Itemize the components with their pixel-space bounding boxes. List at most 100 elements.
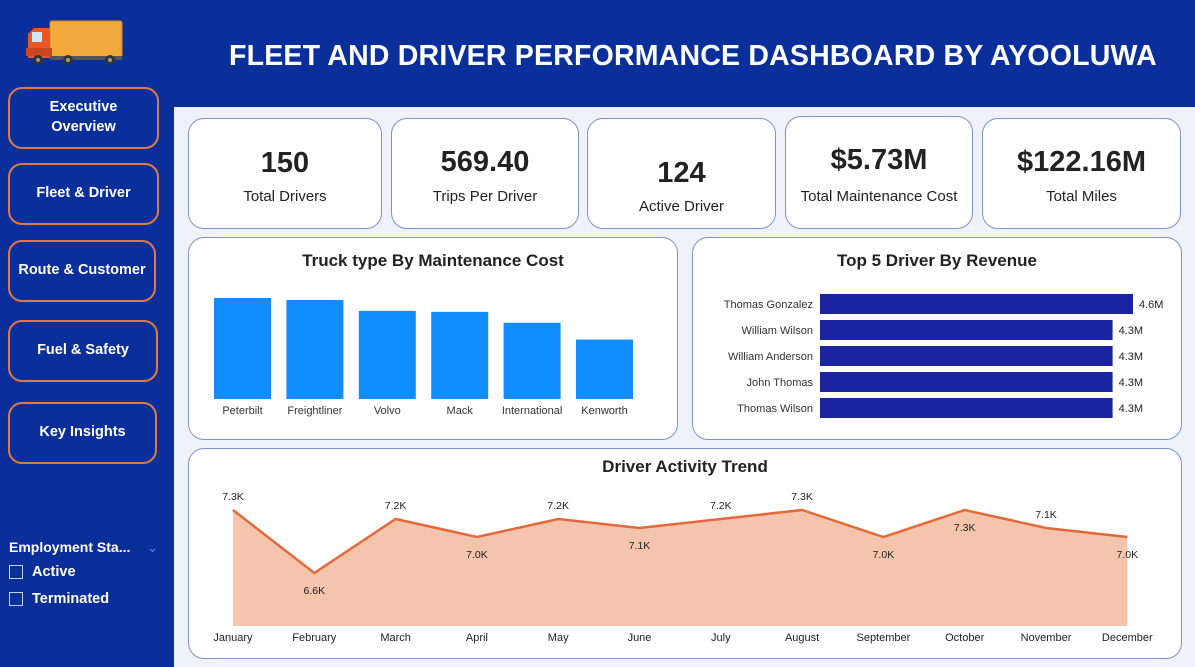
bar bbox=[820, 398, 1113, 418]
top-drivers-bar-chart: Thomas Gonzalez 4.6M William Wilson 4.3M Wil… bbox=[724, 294, 1163, 418]
kpi-label: Total Miles bbox=[1046, 188, 1117, 205]
y-tick-label: Thomas Gonzalez bbox=[724, 299, 813, 311]
bar bbox=[214, 298, 271, 399]
nav-executive-overview-button[interactable]: Executive Overview bbox=[8, 87, 159, 149]
kpi-card-total-drivers: 150 Total Drivers bbox=[188, 118, 382, 229]
nav-route-customer-button[interactable]: Route & Customer bbox=[8, 240, 156, 302]
data-label: 7.3K bbox=[222, 491, 244, 503]
data-label: 7.0K bbox=[1116, 549, 1138, 561]
data-label: 7.2K bbox=[385, 500, 407, 512]
data-label: 4.3M bbox=[1119, 377, 1143, 389]
kpi-card-total-maintenance-cost: $5.73M Total Maintenance Cost bbox=[785, 116, 973, 229]
area-fill bbox=[233, 510, 1128, 626]
checkbox-icon[interactable] bbox=[9, 592, 23, 606]
data-label: 7.0K bbox=[466, 549, 488, 561]
x-tick-label: January bbox=[213, 632, 253, 644]
bar bbox=[820, 372, 1113, 392]
chevron-down-icon[interactable]: ⌄ bbox=[147, 540, 158, 555]
nav-executive-overview-label: Executive Overview bbox=[49, 99, 118, 135]
kpi-label: Total Drivers bbox=[243, 188, 327, 205]
x-tick-label: November bbox=[1021, 632, 1072, 644]
bar bbox=[820, 346, 1113, 366]
chart-title: Truck type By Maintenance Cost bbox=[302, 251, 564, 270]
x-tick-label: December bbox=[1102, 632, 1153, 644]
x-tick-label: September bbox=[856, 632, 910, 644]
chart-title: Driver Activity Trend bbox=[602, 457, 768, 476]
data-label: 4.6M bbox=[1139, 299, 1163, 311]
activity-trend-chart-card: Driver Activity Trend 7.3K January 6.6K Feb… bbox=[188, 448, 1182, 659]
kpi-card-trips-per-driver: 569.40 Trips Per Driver bbox=[391, 118, 579, 229]
maintenance-cost-bar-chart: Peterbilt Freightliner Volvo Mack Internatio… bbox=[214, 298, 633, 417]
bar bbox=[820, 294, 1133, 314]
x-tick-label: February bbox=[292, 632, 337, 644]
nav-fleet-driver-button[interactable]: Fleet & Driver bbox=[8, 163, 159, 225]
x-tick-label: Mack bbox=[447, 405, 474, 417]
data-label: 7.0K bbox=[873, 549, 895, 561]
kpi-label: Total Maintenance Cost bbox=[800, 188, 958, 205]
kpi-value: 569.40 bbox=[440, 146, 530, 178]
header: FLEET AND DRIVER PERFORMANCE DASHBOARD B… bbox=[174, 0, 1195, 107]
nav-route-customer-label: Route & Customer bbox=[18, 262, 146, 279]
data-label: 7.1K bbox=[1035, 509, 1057, 521]
kpi-value: $5.73M bbox=[830, 144, 928, 176]
slicer-option-active[interactable]: Active bbox=[9, 564, 76, 580]
employment-status-slicer-title: Employment Sta... bbox=[9, 539, 131, 555]
data-label: 7.3K bbox=[954, 522, 976, 534]
bar bbox=[576, 339, 633, 399]
nav-fuel-safety-label: Fuel & Safety bbox=[37, 342, 129, 359]
main-canvas: 150 Total Drivers 569.40 Trips Per Drive… bbox=[174, 107, 1195, 667]
nav-key-insights-button[interactable]: Key Insights bbox=[8, 402, 157, 464]
kpi-label: Active Driver bbox=[638, 198, 724, 215]
bar bbox=[503, 322, 561, 399]
maintenance-cost-chart-card: Truck type By Maintenance Cost Peterbilt… bbox=[188, 237, 678, 440]
chart-title: Top 5 Driver By Revenue bbox=[837, 251, 1037, 270]
x-tick-label: May bbox=[548, 632, 569, 644]
page-title: FLEET AND DRIVER PERFORMANCE DASHBOARD B… bbox=[229, 40, 1157, 72]
truck-logo-icon bbox=[26, 20, 123, 65]
x-tick-label: June bbox=[628, 632, 652, 644]
x-tick-label: Peterbilt bbox=[222, 405, 262, 417]
x-tick-label: Volvo bbox=[374, 405, 401, 417]
x-tick-label: October bbox=[945, 632, 984, 644]
data-label: 4.3M bbox=[1119, 325, 1143, 337]
nav-fuel-safety-button[interactable]: Fuel & Safety bbox=[8, 320, 158, 382]
nav-fleet-driver-label: Fleet & Driver bbox=[36, 185, 131, 202]
x-tick-label: April bbox=[466, 632, 488, 644]
bar bbox=[431, 311, 489, 399]
bar bbox=[358, 310, 416, 399]
bar bbox=[820, 320, 1113, 340]
nav-key-insights-label: Key Insights bbox=[39, 424, 126, 441]
slicer-option-label: Active bbox=[32, 564, 76, 580]
kpi-label: Trips Per Driver bbox=[432, 188, 538, 205]
data-label: 7.2K bbox=[547, 500, 569, 512]
checkbox-icon[interactable] bbox=[9, 565, 23, 579]
data-label: 7.1K bbox=[629, 540, 651, 552]
x-tick-label: Kenworth bbox=[581, 405, 627, 417]
y-tick-label: John Thomas bbox=[747, 377, 814, 389]
kpi-value: $122.16M bbox=[1017, 146, 1146, 178]
data-label: 4.3M bbox=[1119, 351, 1143, 363]
bar bbox=[286, 299, 344, 399]
y-tick-label: William Anderson bbox=[728, 351, 813, 363]
x-tick-label: International bbox=[502, 405, 563, 417]
series-line bbox=[232, 508, 1128, 575]
kpi-value: 150 bbox=[260, 147, 310, 179]
top-drivers-chart-card: Top 5 Driver By Revenue Thomas Gonzalez 4… bbox=[692, 237, 1182, 440]
y-tick-label: Thomas Wilson bbox=[737, 403, 813, 415]
data-label: 4.3M bbox=[1119, 403, 1143, 415]
slicer-option-label: Terminated bbox=[32, 591, 110, 607]
sidebar: Executive Overview Fleet & Driver Route &… bbox=[0, 0, 174, 667]
kpi-value: 124 bbox=[657, 157, 706, 189]
x-tick-label: July bbox=[711, 632, 731, 644]
x-tick-label: Freightliner bbox=[287, 405, 342, 417]
kpi-card-total-miles: $122.16M Total Miles bbox=[982, 118, 1181, 229]
x-tick-label: March bbox=[380, 632, 411, 644]
slicer-option-terminated[interactable]: Terminated bbox=[9, 591, 109, 607]
x-tick-label: August bbox=[785, 632, 819, 644]
activity-trend-area-chart: 7.3K January 6.6K February 7.2K March 7.0K Apri… bbox=[213, 491, 1153, 644]
data-label: 7.3K bbox=[791, 491, 813, 503]
y-tick-label: William Wilson bbox=[742, 325, 814, 337]
data-label: 6.6K bbox=[303, 585, 325, 597]
data-label: 7.2K bbox=[710, 500, 732, 512]
kpi-card-active-driver: 124 Active Driver bbox=[587, 118, 776, 229]
